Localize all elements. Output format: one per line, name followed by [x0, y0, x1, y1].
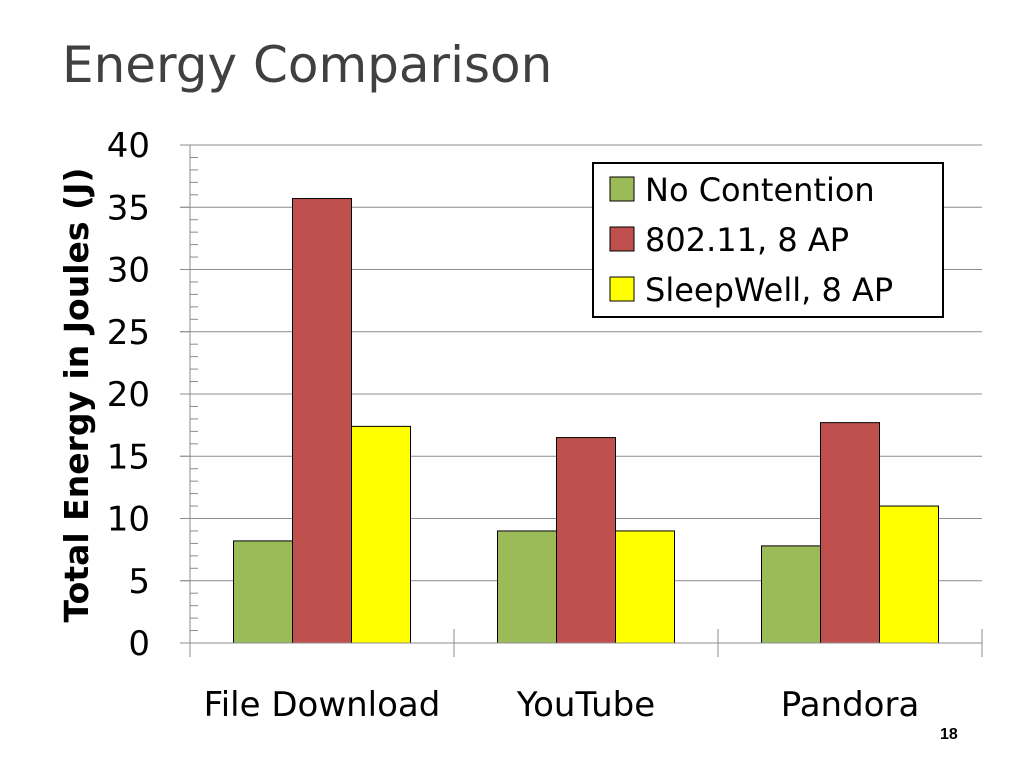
bar-2-1 [820, 422, 880, 644]
y-tick-label: 0 [128, 624, 150, 664]
bar-1-0 [497, 530, 557, 644]
x-tick-label: YouTube [516, 685, 655, 725]
y-tick-label: 15 [107, 437, 150, 477]
y-tick-label: 40 [107, 126, 150, 166]
legend-label: SleepWell, 8 AP [645, 271, 893, 309]
y-tick-label: 10 [107, 500, 150, 540]
legend-swatch [609, 176, 635, 202]
y-tick-labels: 0 5 10 15 20 25 30 35 40 [107, 126, 150, 664]
y-tick-label: 35 [107, 188, 150, 228]
bar-0-0 [233, 540, 293, 644]
y-tick-label: 30 [107, 251, 150, 291]
bar-1-2 [615, 530, 675, 644]
x-tick-labels: File Download YouTube Pandora [204, 685, 920, 725]
x-tick-label: Pandora [781, 685, 920, 725]
legend: No Contention 802.11, 8 AP SleepWell, 8 AP [592, 162, 944, 318]
x-tick-label: File Download [204, 685, 441, 725]
legend-box [592, 162, 944, 318]
axes [180, 144, 983, 657]
slide-title: Energy Comparison [62, 36, 553, 94]
bar-2-0 [761, 545, 821, 644]
page-number: 18 [940, 726, 958, 743]
legend-swatch [609, 276, 635, 302]
y-tick-label: 20 [107, 375, 150, 415]
bar-0-1 [292, 198, 352, 644]
legend-swatch [609, 226, 635, 252]
y-axis-label: Total Energy in Joules (J) [57, 168, 96, 623]
y-tick-label: 5 [128, 562, 150, 602]
y-tick-label: 25 [107, 313, 150, 353]
legend-label: No Contention [645, 171, 875, 209]
legend-label: 802.11, 8 AP [645, 221, 849, 259]
y-axis-minor-ticks [190, 156, 198, 632]
bar-1-1 [556, 437, 616, 644]
bars [233, 198, 939, 644]
bar-0-2 [351, 425, 411, 644]
bar-2-2 [879, 505, 939, 644]
